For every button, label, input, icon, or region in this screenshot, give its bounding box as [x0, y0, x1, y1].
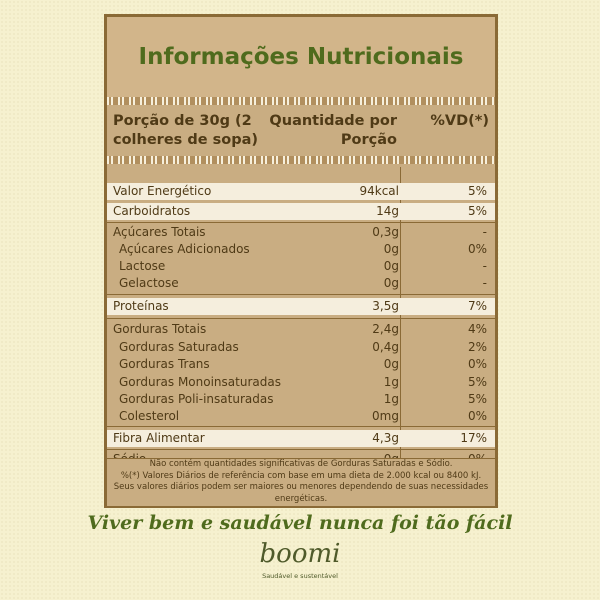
table-row: Gorduras Trans 0g 0% [107, 356, 495, 373]
footnote-line-2: %(*) Valores Diários de referência com b… [113, 470, 489, 504]
row-vd: 5% [467, 375, 487, 389]
row-quantity: 4,3g [372, 431, 399, 445]
table-row: Açúcares Adicionados 0g 0% [107, 241, 495, 258]
row-name: Proteínas [113, 299, 169, 313]
row-vd: 7% [467, 299, 487, 313]
column-divider [400, 167, 401, 465]
row-quantity: 0g [383, 242, 399, 256]
title-box: Informações Nutricionais [107, 17, 495, 97]
row-name: Gorduras Saturadas [119, 340, 239, 354]
row-quantity: 0g [383, 357, 399, 371]
footnote-line-1: Não contém quantidades significativas de… [149, 459, 453, 469]
row-quantity: 1g [383, 392, 399, 406]
row-quantity: 2,4g [372, 322, 399, 336]
row-vd: 2% [467, 340, 487, 354]
row-name: Colesterol [119, 409, 180, 423]
row-quantity: 0mg [372, 409, 399, 423]
row-quantity: 94kcal [359, 184, 399, 198]
table-row: Lactose 0g - [107, 258, 495, 275]
header-quantity: Quantidade por Porção [269, 113, 397, 148]
row-divider [107, 318, 495, 319]
table-row: Carboidratos 14g 5% [107, 203, 495, 220]
row-quantity: 1g [383, 375, 399, 389]
table-row: Açúcares Totais 0,3g - [107, 224, 495, 241]
row-name: Açúcares Totais [113, 225, 206, 239]
nutrition-facts-panel: Informações Nutricionais Porção de 30g (… [104, 14, 498, 508]
table-row: Gorduras Totais 2,4g 4% [107, 321, 495, 338]
table-row: Proteínas 3,5g 7% [107, 298, 495, 315]
table-row: Fibra Alimentar 4,3g 17% [107, 430, 495, 447]
row-vd: 0% [467, 357, 487, 371]
table-row: Colesterol 0mg 0% [107, 408, 495, 425]
brand-logo: boomi [259, 539, 341, 569]
row-quantity: 0g [383, 259, 399, 273]
row-vd: 5% [467, 184, 487, 198]
row-vd: - [482, 259, 487, 273]
header-portion: Porção de 30g (2 colheres de sopa) [113, 113, 258, 148]
row-vd: 5% [467, 392, 487, 406]
table-row: Gorduras Poli-insaturadas 1g 5% [107, 391, 495, 408]
table-row: Gelactose 0g - [107, 275, 495, 292]
row-name: Fibra Alimentar [113, 431, 205, 445]
row-vd: 0% [467, 242, 487, 256]
row-name: Carboidratos [113, 204, 191, 218]
decorative-band-top [107, 97, 495, 105]
nutrition-table: Valor Energético 94kcal 5% Carboidratos … [107, 167, 495, 466]
row-name: Valor Energético [113, 184, 212, 198]
row-name: Açúcares Adicionados [119, 242, 250, 256]
slogan: Viver bem e saudável nunca foi tão fácil [87, 512, 513, 534]
brand-tagline: Saudável e sustentável [262, 572, 338, 580]
row-vd: 0% [467, 409, 487, 423]
row-divider [107, 294, 495, 295]
row-quantity: 0,3g [372, 225, 399, 239]
header-vd: %VD(*) [430, 113, 489, 129]
table-row: Gorduras Monoinsaturadas 1g 5% [107, 374, 495, 391]
row-vd: 4% [467, 322, 487, 336]
row-vd: - [482, 276, 487, 290]
row-quantity: 0,4g [372, 340, 399, 354]
table-row: Valor Energético 94kcal 5% [107, 183, 495, 200]
row-vd: - [482, 225, 487, 239]
row-divider [107, 426, 495, 427]
row-name: Gorduras Trans [119, 357, 210, 371]
row-name: Gorduras Monoinsaturadas [119, 375, 281, 389]
row-name: Gorduras Poli-insaturadas [119, 392, 274, 406]
row-divider [107, 222, 495, 223]
row-name: Gelactose [119, 276, 179, 290]
row-vd: 17% [460, 431, 487, 445]
decorative-band-bottom [107, 156, 495, 164]
row-divider [107, 449, 495, 450]
row-name: Lactose [119, 259, 166, 273]
table-row: Gorduras Saturadas 0,4g 2% [107, 339, 495, 356]
footnote: Não contém quantidades significativas de… [107, 458, 495, 506]
row-quantity: 3,5g [372, 299, 399, 313]
row-quantity: 14g [376, 204, 399, 218]
panel-title: Informações Nutricionais [138, 44, 464, 70]
table-header: Porção de 30g (2 colheres de sopa) Quant… [107, 106, 495, 155]
row-quantity: 0g [383, 276, 399, 290]
row-vd: 5% [467, 204, 487, 218]
row-name: Gorduras Totais [113, 322, 207, 336]
